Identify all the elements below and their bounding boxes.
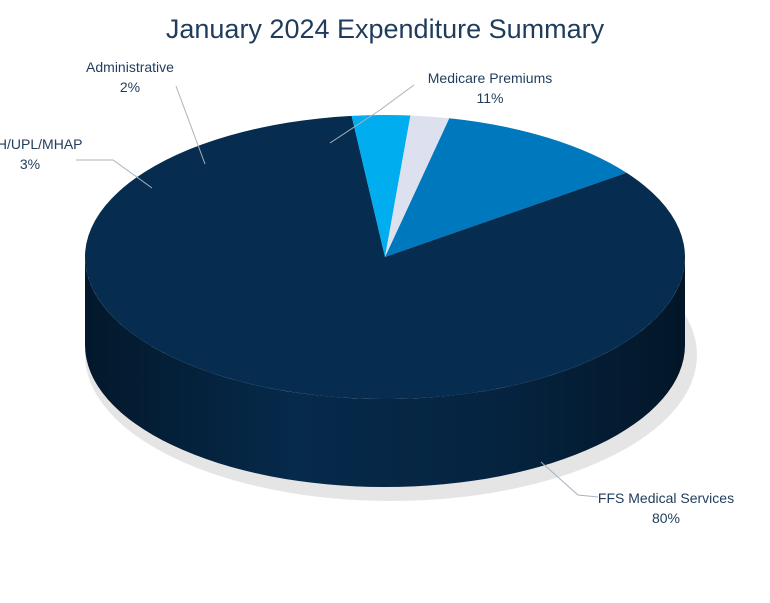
- slice-value-label: 80%: [652, 510, 680, 526]
- slice-value-label: 11%: [477, 90, 504, 106]
- leader-line-3: [329, 84, 415, 144]
- slice-dsh-upl-mhap: [351, 114, 411, 257]
- slice-label: FFS Medical Services: [598, 490, 734, 506]
- slice-value-label: 3%: [20, 156, 40, 172]
- leader-line-1: [76, 159, 153, 189]
- slice-medicare-premiums: [385, 118, 627, 257]
- slice-value-label: 2%: [120, 79, 140, 95]
- chart-title: January 2024 Expenditure Summary: [165, 14, 605, 44]
- slice-label: DSH/UPL/MHAP: [0, 136, 83, 152]
- leader-line-2: [175, 85, 206, 165]
- slice-side-0: [85, 257, 685, 487]
- slice-administrative: [385, 115, 450, 258]
- leader-line-0: [540, 461, 599, 498]
- slice-ffs-medical-services: [84, 115, 685, 399]
- slice-label: Administrative: [86, 59, 174, 75]
- slice-label: Medicare Premiums: [428, 70, 552, 86]
